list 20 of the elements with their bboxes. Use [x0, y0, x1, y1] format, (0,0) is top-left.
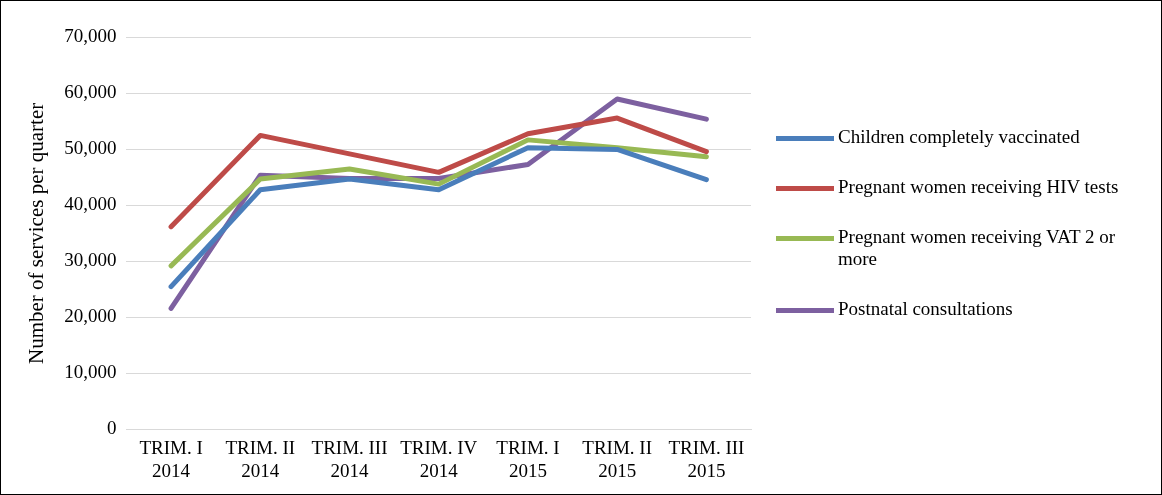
- x-tick-label: TRIM. IV 2014: [400, 436, 478, 481]
- x-tick-label: TRIM. I 2014: [139, 436, 203, 481]
- legend-label: Children completely vaccinated: [838, 126, 1080, 148]
- y-tick-label: 30,000: [64, 249, 117, 271]
- y-tick-label: 50,000: [64, 137, 117, 159]
- y-tick-label: 20,000: [64, 305, 117, 327]
- x-tick-label: TRIM. II 2015: [582, 436, 652, 481]
- legend-label: Pregnant women receiving VAT 2 or more: [838, 226, 1117, 270]
- x-tick-label: TRIM. III 2014: [311, 436, 388, 481]
- legend-label: Pregnant women receiving HIV tests: [838, 176, 1119, 198]
- x-tick-label: TRIM. I 2015: [496, 436, 560, 481]
- y-tick-label: 10,000: [64, 361, 117, 383]
- y-tick-label: 0: [106, 417, 117, 439]
- y-axis-title: Number of services per quarter: [24, 102, 49, 365]
- y-tick-label: 40,000: [64, 193, 117, 215]
- x-tick-label: TRIM. III 2015: [668, 436, 745, 481]
- y-tick-label: 60,000: [64, 81, 117, 103]
- y-tick-label: 70,000: [64, 25, 117, 47]
- legend-label: Postnatal consultations: [838, 298, 1013, 320]
- x-tick-label: TRIM. II 2014: [225, 436, 296, 481]
